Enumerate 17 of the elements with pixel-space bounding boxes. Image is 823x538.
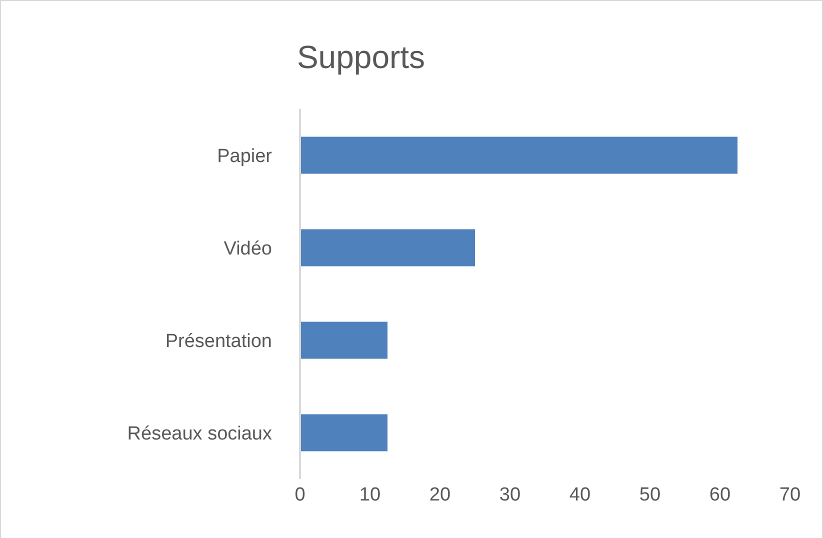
x-tick-label: 30 [499, 484, 521, 506]
x-tick-label: 0 [294, 484, 306, 506]
x-tick-label: 20 [429, 484, 451, 506]
bar [300, 322, 388, 359]
y-tick-label: Vidéo [224, 238, 272, 260]
bar [300, 229, 475, 266]
x-tick-label: 60 [709, 484, 731, 506]
y-tick-label: Réseaux sociaux [127, 423, 272, 444]
x-tick-label: 10 [359, 484, 381, 506]
bar [300, 136, 738, 174]
x-tick-label: 50 [639, 484, 661, 506]
x-tick-label: 70 [779, 484, 801, 506]
bar [300, 414, 388, 452]
y-tick-label: Présentation [165, 330, 272, 352]
x-tick-label: 40 [569, 484, 591, 506]
chart-title: Supports [296, 39, 426, 76]
y-tick-label: Papier [217, 146, 273, 167]
